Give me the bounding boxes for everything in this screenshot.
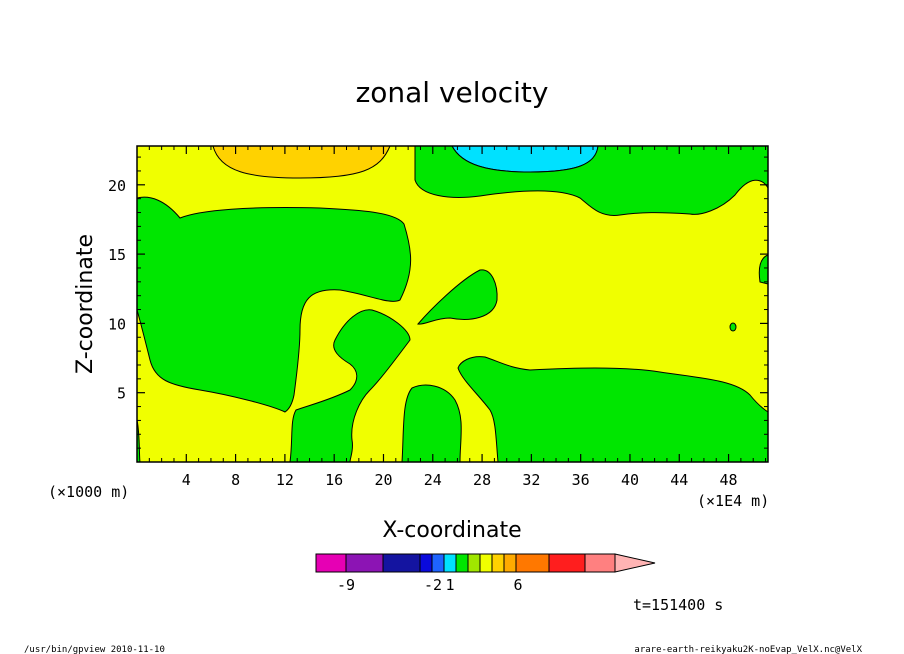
plot-area bbox=[136, 145, 769, 463]
colorbar: -9 -2 1 6 bbox=[315, 553, 656, 594]
footer-right: arare-earth-reikyaku2K-noEvap_VelX.nc@Ve… bbox=[634, 645, 862, 654]
contour-region-green-dot bbox=[729, 322, 737, 332]
colorbar-segment bbox=[515, 553, 550, 573]
contour-region-green-middle bbox=[289, 309, 411, 463]
colorbar-extend-arrow bbox=[614, 553, 656, 573]
colorbar-segment bbox=[479, 553, 493, 573]
colorbar-segment bbox=[548, 553, 586, 573]
y-axis: 5 10 15 20 bbox=[108, 156, 768, 449]
y-tick-label: 5 bbox=[117, 385, 126, 403]
x-tick-label: 44 bbox=[670, 471, 688, 489]
colorbar-segment bbox=[467, 553, 481, 573]
x-tick-label: 20 bbox=[374, 471, 392, 489]
colorbar-segment bbox=[419, 553, 433, 573]
x-tick-label: 28 bbox=[473, 471, 491, 489]
colorbar-segment bbox=[584, 553, 616, 573]
x-tick-label: 8 bbox=[231, 471, 240, 489]
x-tick-label: 48 bbox=[720, 471, 738, 489]
colorbar-segment bbox=[491, 553, 505, 573]
y-tick-label: 15 bbox=[108, 246, 126, 264]
colorbar-segment bbox=[345, 553, 384, 573]
colorbar-segment bbox=[315, 553, 347, 573]
x-axis: 4 8 12 16 20 24 28 32 36 40 44 48 bbox=[148, 146, 767, 489]
y-axis-label: Z-coordinate bbox=[73, 234, 98, 374]
x-tick-label: 16 bbox=[325, 471, 343, 489]
y-tick-label: 10 bbox=[108, 315, 126, 333]
x-tick-label: 12 bbox=[276, 471, 294, 489]
x-tick-label: 40 bbox=[621, 471, 639, 489]
colorbar-segment bbox=[503, 553, 517, 573]
colorbar-segment bbox=[455, 553, 469, 573]
chart-title: zonal velocity bbox=[356, 76, 549, 109]
contour-region-green-left bbox=[136, 196, 412, 413]
contour-region-green-right-edge bbox=[758, 254, 769, 285]
colorbar-segment bbox=[443, 553, 457, 573]
time-label: t=151400 s bbox=[633, 596, 723, 614]
contour-region-green-bottom-right bbox=[457, 356, 769, 463]
contour-region-orange bbox=[212, 145, 391, 179]
plot-frame bbox=[136, 145, 769, 463]
x-tick-label: 32 bbox=[522, 471, 540, 489]
x-axis-label: X-coordinate bbox=[382, 518, 521, 543]
colorbar-tick-label: 6 bbox=[513, 576, 522, 594]
x-unit-right: (×1E4 m) bbox=[697, 492, 769, 510]
contour-region-green-bottom-middle bbox=[401, 384, 462, 463]
x-unit-left: (×1000 m) bbox=[48, 483, 129, 501]
contour-region-green-top-right bbox=[414, 145, 769, 216]
contour-region-green-center bbox=[417, 269, 498, 325]
footer-left: /usr/bin/gpview 2010-11-10 bbox=[24, 645, 165, 654]
x-tick-label: 36 bbox=[572, 471, 590, 489]
colorbar-tick-label: -9 bbox=[337, 576, 355, 594]
x-tick-label: 4 bbox=[182, 471, 191, 489]
colorbar-tick-label: 1 bbox=[445, 576, 454, 594]
colorbar-segment bbox=[431, 553, 445, 573]
y-tick-label: 20 bbox=[108, 177, 126, 195]
colorbar-tick-label: -2 bbox=[424, 576, 442, 594]
colorbar-segment bbox=[382, 553, 421, 573]
x-tick-label: 24 bbox=[424, 471, 442, 489]
